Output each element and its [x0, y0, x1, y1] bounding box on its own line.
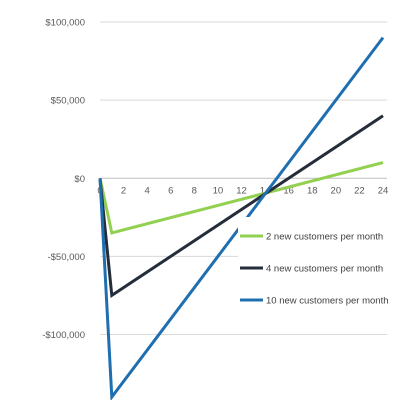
series-line-3: [98, 36, 385, 400]
x-tick-label: 20: [331, 185, 342, 196]
x-tick-label: 12: [236, 185, 247, 196]
series-line-2: [98, 114, 384, 299]
x-tick-label: 8: [192, 185, 197, 196]
series-lines: [98, 36, 385, 400]
x-axis-tick-labels: 0 2 4 6 8 10 12 14 16 18 20 22 24: [97, 185, 388, 196]
legend-label-3: 10 new customers per month: [266, 296, 389, 307]
y-tick-label: $50,000: [51, 96, 85, 107]
series-line-1: [98, 161, 384, 235]
y-tick-label: -$50,000: [47, 252, 85, 263]
legend-label-1: 2 new customers per month: [266, 232, 383, 243]
legend-background: [238, 217, 396, 311]
y-axis-tick-labels: $100,000 $50,000 $0 -$50,000 -$100,000: [42, 18, 85, 342]
legend: 2 new customers per month 4 new customers…: [238, 217, 396, 311]
x-tick-label: 2: [121, 185, 126, 196]
legend-label-2: 4 new customers per month: [266, 264, 383, 275]
x-tick-label: 6: [168, 185, 173, 196]
y-tick-label: $0: [74, 174, 85, 185]
y-tick-label: -$100,000: [42, 330, 85, 341]
y-tick-label: $100,000: [45, 18, 85, 29]
x-tick-label: 10: [213, 185, 224, 196]
x-tick-label: 14: [260, 185, 271, 196]
x-tick-label: 16: [283, 185, 294, 196]
x-tick-label: 4: [145, 185, 150, 196]
x-tick-label: 22: [354, 185, 365, 196]
x-tick-label: 24: [378, 185, 389, 196]
x-tick-label: 18: [307, 185, 318, 196]
